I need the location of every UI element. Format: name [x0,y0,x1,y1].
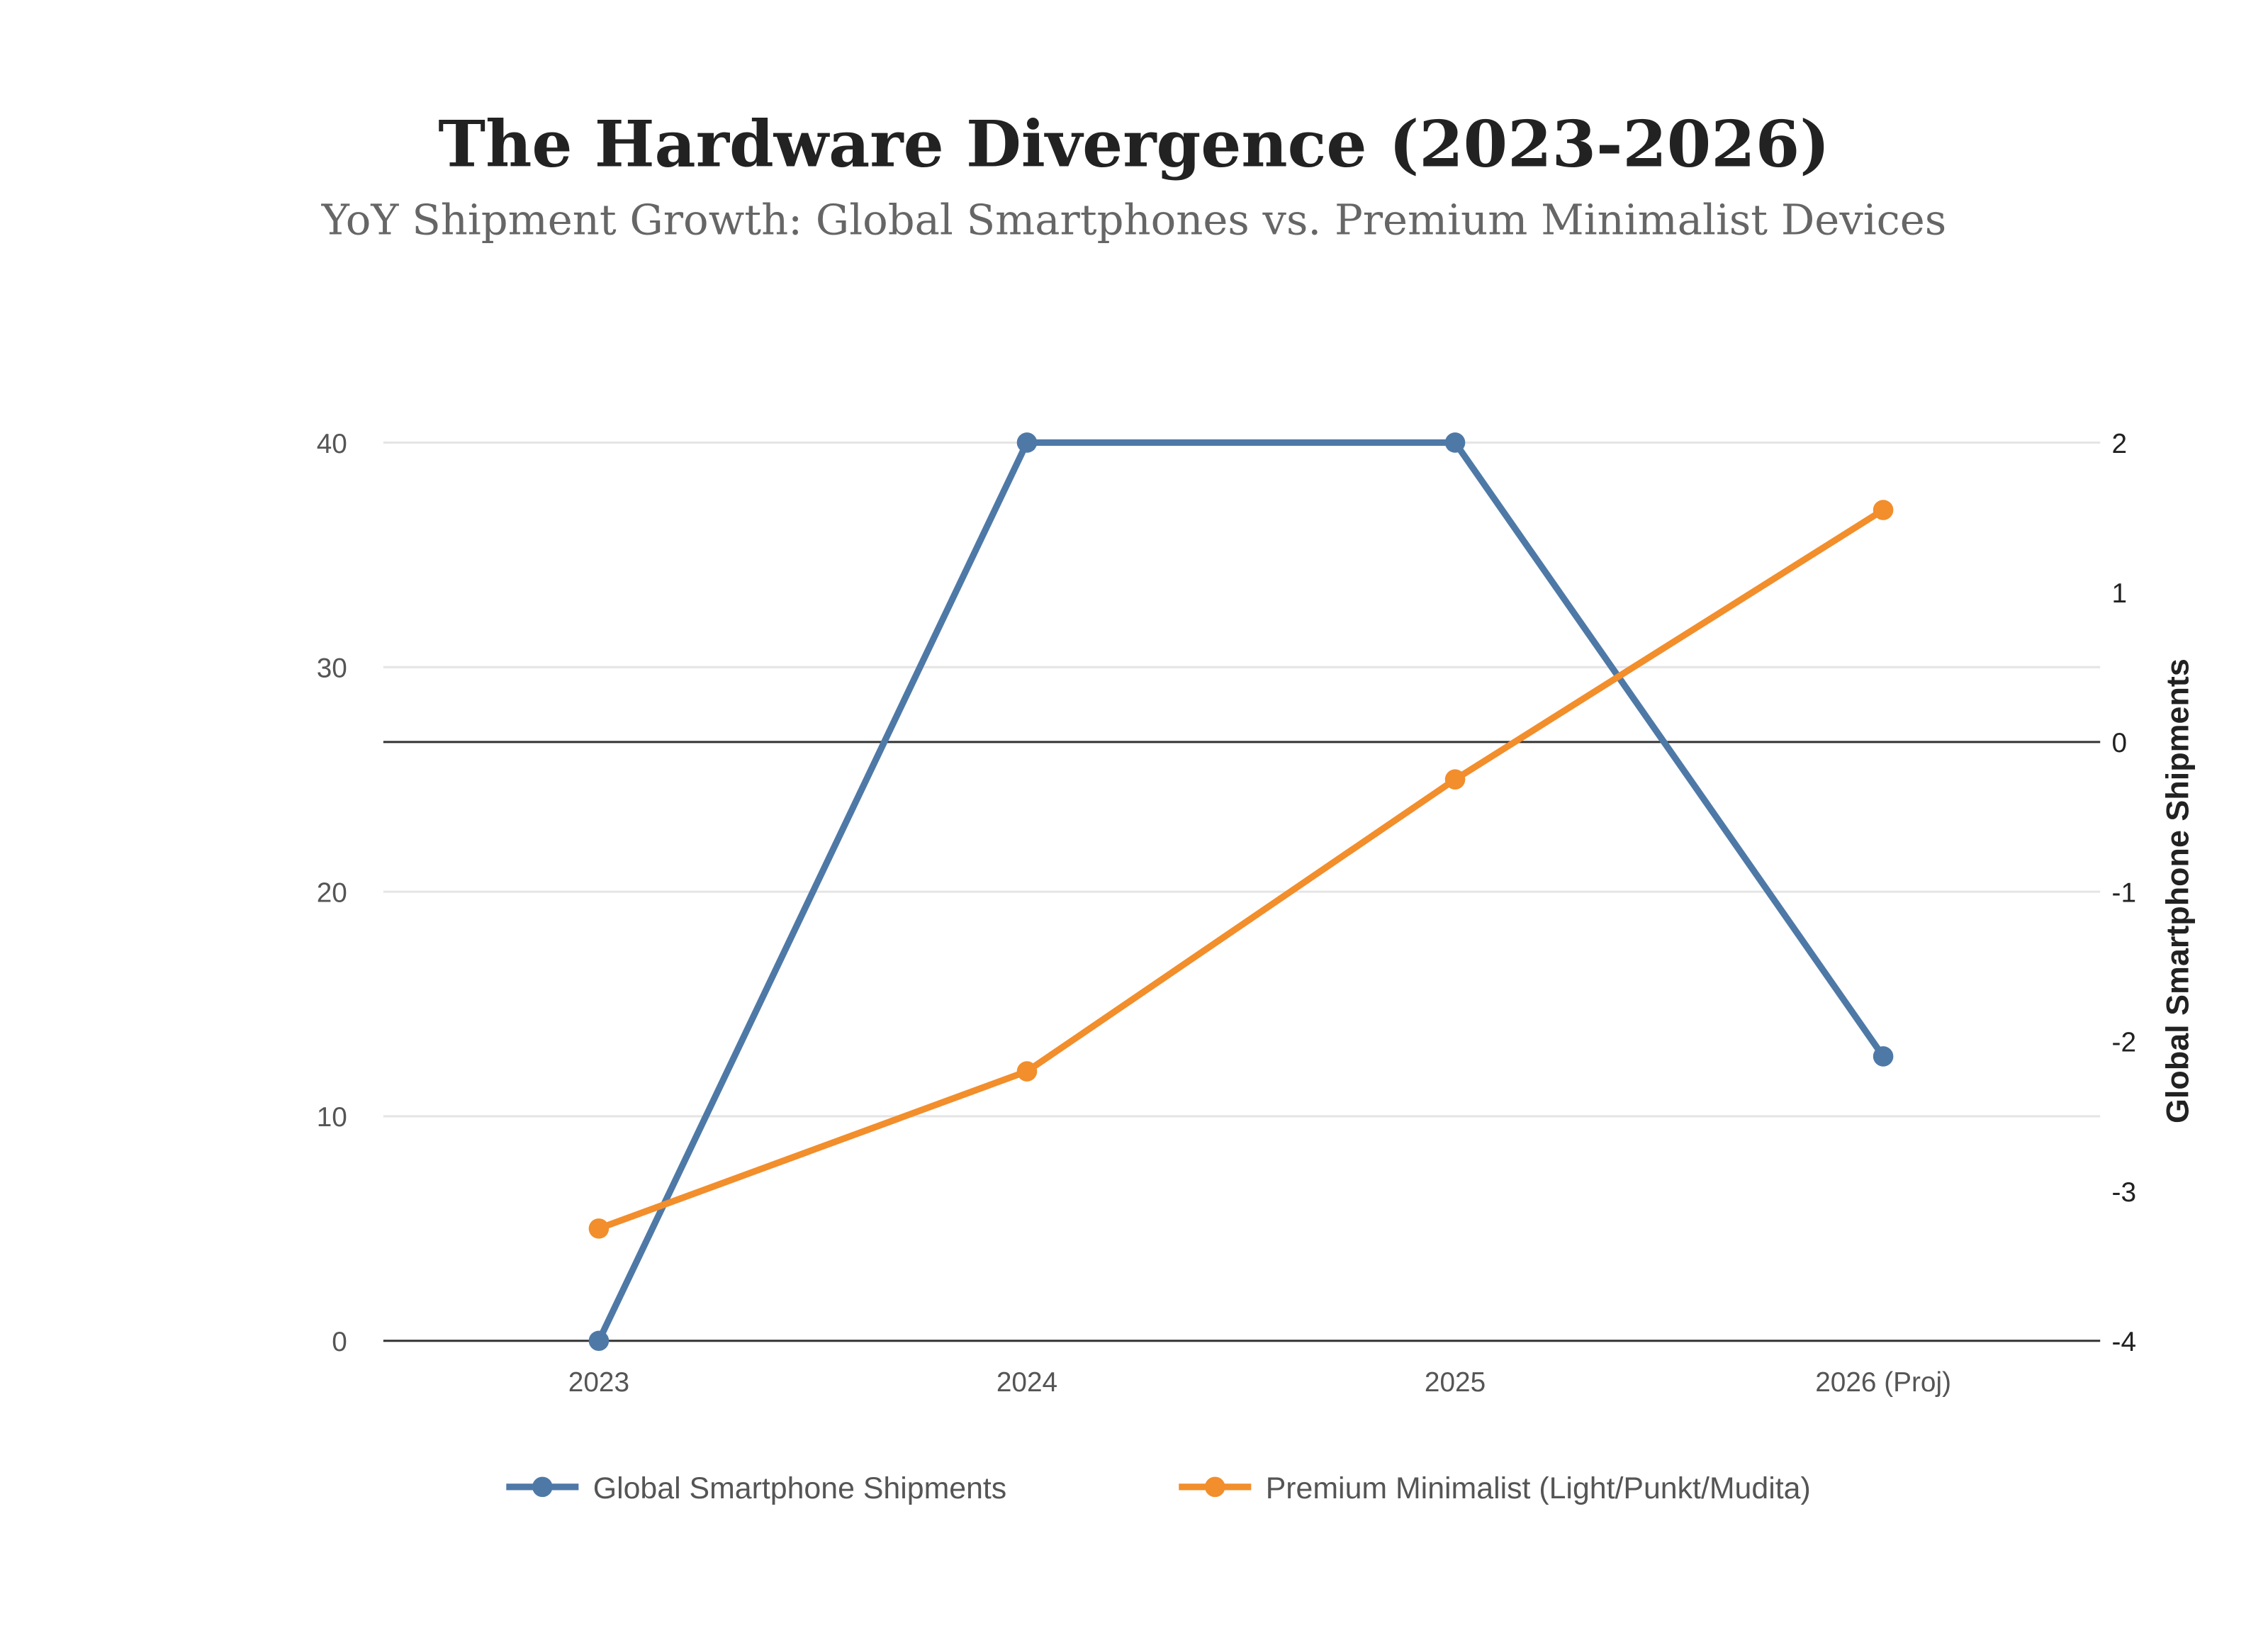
legend-label[interactable]: Premium Minimalist (Light/Punkt/Mudita) [1266,1471,1811,1505]
chart-title: The Hardware Divergence (2023-2026) [438,108,1829,182]
right-axis-label: Global Smartphone Shipments [2160,658,2196,1123]
data-point [1016,1061,1038,1082]
legend-swatch-marker [532,1476,553,1498]
data-point [1444,769,1466,790]
legend-swatch-marker [1204,1476,1225,1498]
right-tick-label: -2 [2112,1028,2136,1058]
x-tick-label: 2024 [997,1367,1057,1398]
chart-subtitle: YoY Shipment Growth: Global Smartphones … [321,196,1946,245]
left-tick-label: 0 [332,1327,347,1357]
series-line [597,507,1885,1232]
left-tick-label: 30 [317,653,347,684]
left-tick-label: 40 [317,429,347,459]
right-tick-label: -1 [2112,877,2136,908]
axes: 0 10 20 30 40 -4 -3 -2 -1 0 1 2 2023 2024 2025 2026 (Pr… [317,429,2136,1398]
left-tick-label: 10 [317,1102,347,1133]
right-tick-label: -3 [2112,1177,2136,1208]
right-tick-label: -4 [2112,1327,2136,1357]
data-point [588,1330,610,1352]
legend-label[interactable]: Global Smartphone Shipments [593,1471,1006,1505]
x-tick-label: 2026 (Proj) [1815,1367,1951,1398]
series-line [595,439,1886,1342]
gridlines [383,441,2101,1118]
data-point [588,1218,610,1239]
data-point [1873,500,1894,520]
data-point [1873,1046,1894,1067]
legend: Global Smartphone Shipments Premium Minim… [506,1471,1811,1505]
right-tick-label: 1 [2112,578,2128,609]
data-point [1016,432,1038,453]
right-tick-label: 0 [2112,728,2128,758]
right-tick-label: 2 [2112,429,2128,459]
data-point [1444,432,1466,453]
x-tick-label: 2025 [1425,1367,1486,1398]
x-tick-label: 2023 [568,1367,629,1398]
left-tick-label: 20 [317,877,347,908]
series-layer [588,432,1894,1352]
